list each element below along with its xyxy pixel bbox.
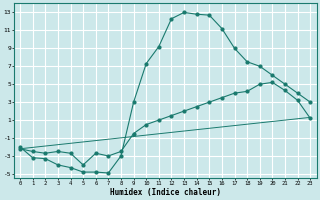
- X-axis label: Humidex (Indice chaleur): Humidex (Indice chaleur): [110, 188, 220, 197]
